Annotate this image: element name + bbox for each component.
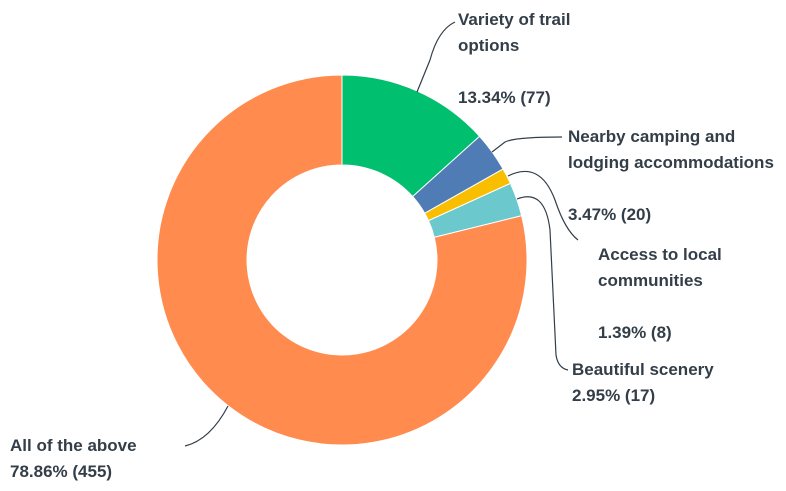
slice-label: All of the above 78.86% (455) bbox=[10, 433, 190, 485]
value-label: 2.95% (17) bbox=[572, 386, 656, 405]
slice-label: Variety of trail options 13.34% (77) bbox=[458, 7, 608, 111]
leader-line bbox=[416, 21, 456, 93]
category-label: Beautiful scenery bbox=[572, 360, 714, 379]
slice bbox=[156, 74, 528, 446]
leader-line bbox=[491, 136, 563, 153]
category-label: All of the above bbox=[10, 436, 137, 455]
value-label: 78.86% (455) bbox=[10, 462, 113, 481]
leader-line bbox=[184, 405, 229, 447]
category-label: Nearby camping and lodging accommodation… bbox=[568, 127, 774, 172]
slice-label: Access to local communities 1.39% (8) bbox=[598, 242, 768, 346]
value-label: 1.39% (8) bbox=[598, 323, 672, 342]
leader-line bbox=[516, 196, 569, 371]
value-label: 3.47% (20) bbox=[568, 205, 652, 224]
slice-label: Nearby camping and lodging accommodation… bbox=[568, 124, 783, 228]
value-label: 13.34% (77) bbox=[458, 88, 551, 107]
leader-line bbox=[507, 170, 579, 241]
category-label: Access to local communities bbox=[598, 245, 722, 290]
slice bbox=[424, 168, 512, 222]
category-label: Variety of trail options bbox=[458, 10, 571, 55]
slice bbox=[411, 135, 504, 214]
slice-label: Beautiful scenery 2.95% (17) bbox=[572, 357, 772, 409]
slice bbox=[427, 182, 523, 238]
slice bbox=[341, 74, 481, 198]
